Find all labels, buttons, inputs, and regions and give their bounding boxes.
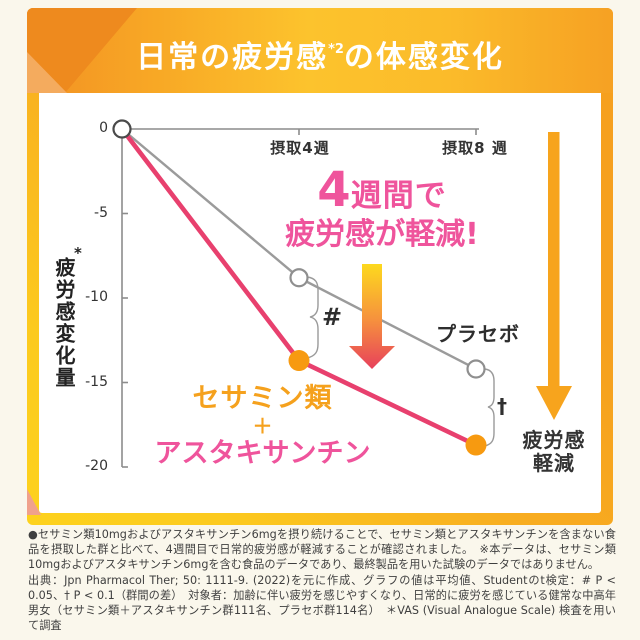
headline-line2: 疲労感が軽減!: [285, 217, 479, 252]
title-footnote-mark: *2: [328, 41, 344, 57]
treatment-label-line2: アスタキサンチン: [154, 438, 371, 470]
treatment-series-label: セサミン類 ＋ アスタキサンチン: [135, 383, 390, 470]
significance-brackets: [306, 276, 495, 447]
treatment-label-line1: セサミン類: [192, 383, 333, 414]
x-tick-week8: 摂取8 週: [442, 139, 508, 157]
chart-panel: [39, 93, 601, 513]
treatment-marker-week4: [288, 350, 310, 372]
significance-dagger: †: [497, 394, 507, 418]
page-title: 日常の疲労感*2の体感変化: [136, 39, 504, 75]
headline-rest: 週間で: [350, 178, 447, 214]
title-banner: 日常の疲労感*2の体感変化: [27, 8, 613, 93]
placebo-series-label: プラセボ: [436, 322, 520, 346]
infographic-card: 日常の疲労感*2の体感変化: [27, 8, 613, 525]
y-tick-m5: -5: [94, 205, 108, 221]
y-tick-m10: -10: [85, 289, 108, 305]
significance-hash: #: [322, 303, 343, 331]
x-tick-week4: 摂取4週: [270, 139, 330, 157]
placebo-marker-week4: [289, 268, 309, 288]
axes: [121, 128, 479, 468]
data-point-markers: [112, 119, 487, 456]
placebo-marker-week8: [466, 359, 486, 379]
y-tick-m15: -15: [85, 374, 108, 390]
headline-callout: 4 週間で 疲労感が軽減!: [272, 166, 492, 250]
gradient-down-arrow: [349, 264, 395, 369]
plus-sign: ＋: [252, 414, 273, 439]
y-tick-m20: -20: [85, 458, 108, 474]
footnote-block: ●セサミン類10mgおよびアスタキサンチン6mgを摂り続けることで、セサミン類と…: [28, 527, 616, 634]
bracket-week8: [484, 368, 495, 447]
orange-down-arrow: [536, 132, 572, 420]
footnote-paragraph-2: 出典：Jpn Pharmacol Ther; 50: 1111-9. (2022…: [28, 573, 616, 633]
treatment-marker-week8: [465, 434, 487, 456]
placebo-marker-week0: [112, 119, 132, 139]
y-axis-label: 疲労感変化量: [52, 257, 76, 389]
y-axis-footnote-mark: *: [74, 244, 82, 262]
fatigue-reduction-label: 疲労感 軽減: [522, 428, 586, 475]
bracket-week4: [306, 276, 319, 359]
headline-number: 4: [317, 162, 351, 218]
y-tick-0: 0: [99, 120, 108, 136]
footnote-paragraph-1: ●セサミン類10mgおよびアスタキサンチン6mgを摂り続けることで、セサミン類と…: [28, 528, 616, 572]
